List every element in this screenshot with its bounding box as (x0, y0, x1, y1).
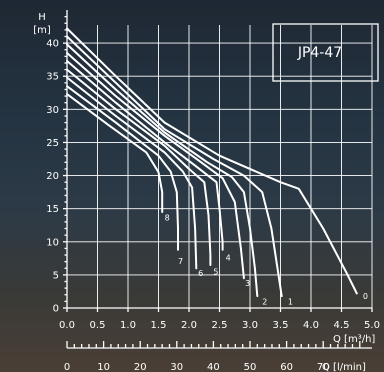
x2-tick-label: 40 (207, 362, 220, 372)
x2-tick-label: 50 (244, 362, 257, 372)
y-tick-label: 0 (53, 304, 59, 315)
pump-curve-0 (66, 27, 358, 295)
y-axis-label-h: H (38, 12, 46, 23)
grid (66, 25, 373, 309)
title-box (272, 23, 379, 82)
curve-label-7: 7 (178, 257, 183, 266)
x-tick-label: 3.5 (273, 320, 289, 331)
curve-label-6: 6 (198, 269, 203, 278)
curve-label-5: 5 (213, 268, 218, 277)
x2-tick-label: 10 (97, 362, 110, 372)
chart-title: JP4-47 (297, 45, 342, 61)
y-tick-label: 10 (46, 237, 59, 248)
x-tick-label: 4.0 (303, 320, 319, 331)
pump-curve-6 (66, 76, 198, 270)
x-tick-label: 0.0 (59, 320, 75, 331)
curve-label-1: 1 (288, 297, 293, 306)
x2-axis-label: Q [l/min] (322, 362, 366, 372)
x2-tick-label: 20 (134, 362, 147, 372)
x2-tick-label: 70 (317, 362, 330, 372)
x-tick-label: 4.5 (334, 320, 350, 331)
x-tick-label: 1.0 (120, 320, 136, 331)
pump-curve-4 (66, 60, 224, 251)
x-tick-label: 1.5 (151, 320, 167, 331)
y-tick-label: 20 (46, 171, 59, 182)
pump-curves: 0 1 2 3 45 6 7 8 (66, 27, 368, 306)
x2-tick-label: 0 (64, 362, 70, 372)
x-axis-label: Q [m³/h] (333, 334, 375, 345)
pump-curve-1 (66, 35, 283, 298)
x-tick-label: 5.0 (364, 320, 380, 331)
x2-tick-label: 60 (280, 362, 293, 372)
curve-label-3: 3 (245, 279, 250, 288)
curve-label-8: 8 (165, 213, 170, 222)
y-tick-label: 5 (53, 270, 59, 281)
y-tick-label: 40 (46, 39, 59, 50)
y-tick-label: 25 (46, 138, 59, 149)
curve-label-0: 0 (363, 292, 368, 301)
x2-tick-label: 30 (170, 362, 183, 372)
y-tick-label: 35 (46, 72, 59, 83)
y-tick-label: 15 (46, 204, 59, 215)
pump-curve-7 (66, 85, 179, 251)
curve-label-4: 4 (226, 254, 231, 263)
x-tick-label: 2.5 (212, 320, 228, 331)
curve-label-2: 2 (262, 297, 267, 306)
pump-curve-5 (66, 68, 212, 266)
y-axis-label-unit: [m] (33, 25, 51, 36)
x-tick-label: 2.0 (181, 320, 197, 331)
pump-curve-2 (66, 43, 259, 298)
pump-curve-3 (66, 52, 245, 280)
x-tick-label: 0.5 (90, 320, 106, 331)
pump-curve-8 (66, 93, 164, 213)
y-tick-label: 30 (46, 105, 59, 116)
x-tick-label: 3.0 (242, 320, 258, 331)
